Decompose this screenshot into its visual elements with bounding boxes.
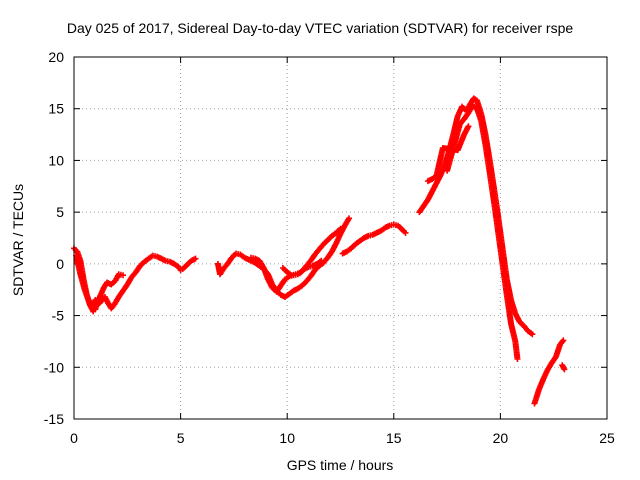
y-axis-label: SDTVAR / TECUs xyxy=(10,183,26,297)
x-tick-label: 10 xyxy=(279,430,295,446)
y-tick-label: -15 xyxy=(44,411,64,427)
y-tick-label: 10 xyxy=(48,152,64,168)
y-tick-label: 5 xyxy=(56,204,64,220)
y-tick-label: -10 xyxy=(44,359,64,375)
data-point xyxy=(318,257,325,264)
plot-frame xyxy=(73,56,608,420)
data-point xyxy=(337,225,344,232)
data-point xyxy=(529,331,536,338)
data-point xyxy=(560,337,567,344)
data-point xyxy=(561,366,568,373)
data-point xyxy=(465,123,472,130)
axis-ticks: 0 5 10 15 20 25 -15 -10 -5 0 5 10 15 20 xyxy=(44,49,615,446)
x-axis-label: GPS time / hours xyxy=(286,457,394,473)
chart-title: Day 025 of 2017, Sidereal Day-to-day VTE… xyxy=(66,20,574,36)
x-tick-label: 15 xyxy=(386,430,402,446)
x-tick-label: 25 xyxy=(599,430,615,446)
x-tick-label: 0 xyxy=(70,430,78,446)
x-tick-label: 5 xyxy=(177,430,185,446)
data-point xyxy=(192,255,199,262)
data-point xyxy=(346,215,353,222)
data-point xyxy=(514,356,521,363)
x-tick-label: 20 xyxy=(493,430,509,446)
y-tick-label: 15 xyxy=(48,101,64,117)
data-point xyxy=(402,229,409,236)
data-point xyxy=(120,272,127,279)
y-tick-label: -5 xyxy=(52,308,65,324)
y-tick-label: 20 xyxy=(48,49,64,65)
data-points xyxy=(71,95,568,407)
y-tick-label: 0 xyxy=(56,256,64,272)
